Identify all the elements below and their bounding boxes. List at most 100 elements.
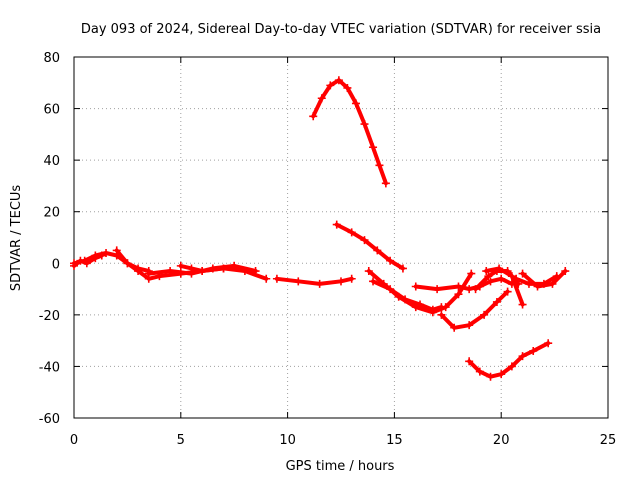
data-point: [486, 372, 495, 381]
series-arc-2: [70, 251, 106, 270]
data-point: [484, 272, 493, 281]
data-point: [518, 300, 527, 309]
data-point: [76, 256, 85, 265]
x-tick-label: 5: [177, 433, 185, 448]
data-point: [416, 300, 425, 309]
series-line: [467, 341, 551, 379]
data-point: [347, 274, 356, 283]
data-point: [548, 279, 557, 288]
data-point: [503, 287, 512, 296]
data-point: [471, 285, 480, 294]
data-point: [465, 321, 474, 330]
data-point: [343, 83, 352, 92]
data-point: [70, 261, 78, 270]
data-point: [437, 303, 446, 312]
series-arc-9: [364, 267, 476, 317]
data-point: [251, 267, 260, 276]
data-point: [97, 251, 106, 260]
data-point: [294, 277, 303, 286]
y-tick-label: -40: [39, 360, 60, 375]
data-point: [332, 220, 341, 229]
data-point: [373, 246, 382, 255]
data-point: [486, 277, 495, 286]
data-point: [529, 346, 538, 355]
x-tick-label: 20: [493, 433, 510, 448]
data-point: [134, 267, 143, 276]
data-point: [411, 282, 420, 291]
data-point: [492, 297, 501, 306]
data-point: [561, 267, 570, 276]
data-point: [524, 279, 533, 288]
data-point: [428, 305, 437, 314]
y-tick-label: 0: [52, 257, 60, 272]
y-tick-label: 60: [43, 103, 60, 118]
x-tick-label: 0: [70, 433, 78, 448]
x-tick-label: 10: [279, 433, 296, 448]
series-line: [439, 289, 510, 330]
chart-title: Day 093 of 2024, Sidereal Day-to-day VTE…: [81, 22, 601, 37]
data-point: [497, 274, 506, 283]
x-axis-label: GPS time / hours: [286, 459, 395, 474]
data-point: [375, 161, 384, 170]
data-point: [386, 285, 395, 294]
data-point: [369, 143, 378, 152]
axis-ticks: 0 5 10 15 20 25 -60 -40 -20 0 20 40 60 80: [39, 51, 617, 448]
data-point: [450, 323, 459, 332]
series-arc-8: [332, 220, 407, 273]
data-point: [262, 274, 271, 283]
series-line: [514, 274, 559, 286]
plot-frame: [73, 56, 609, 419]
series-line: [484, 266, 525, 307]
series-arc-6: [272, 274, 356, 288]
data-point: [187, 264, 196, 273]
data-point: [507, 272, 516, 281]
y-tick-label: 80: [43, 51, 60, 66]
data-point: [317, 94, 326, 103]
series-arc-7: [309, 76, 390, 188]
data-point: [123, 259, 132, 268]
data-point: [82, 259, 91, 268]
data-point: [518, 269, 527, 278]
data-point: [102, 248, 111, 257]
data-point: [539, 279, 548, 288]
data-point: [465, 357, 474, 366]
data-point: [360, 120, 369, 129]
data-point: [369, 277, 378, 286]
data-point: [401, 295, 410, 304]
data-point: [360, 236, 369, 245]
series-arc-15: [465, 339, 553, 381]
data-point: [475, 367, 484, 376]
data-point: [433, 285, 442, 294]
data-point: [347, 228, 356, 237]
data-point: [144, 269, 153, 278]
data-point: [507, 362, 516, 371]
series-group: [70, 76, 570, 381]
data-point: [544, 339, 553, 348]
data-point: [497, 370, 506, 379]
data-point: [512, 274, 521, 283]
data-point: [454, 290, 463, 299]
series-arc-14: [482, 264, 527, 309]
series-line: [371, 279, 444, 312]
data-point: [272, 274, 281, 283]
series-arc-10: [369, 277, 446, 314]
series-arc-12: [437, 287, 512, 332]
data-point: [91, 254, 100, 263]
data-point: [437, 310, 446, 319]
data-point: [176, 261, 185, 270]
y-tick-label: -60: [39, 412, 60, 427]
x-tick-label: 15: [386, 433, 403, 448]
data-point: [495, 264, 504, 273]
x-tick-label: 25: [600, 433, 617, 448]
data-point: [482, 267, 491, 276]
data-point: [326, 81, 335, 90]
y-tick-label: -20: [39, 309, 60, 324]
data-point: [454, 282, 463, 291]
data-point: [337, 277, 345, 286]
y-axis-label: SDTVAR / TECUs: [9, 185, 24, 292]
data-point: [398, 264, 407, 273]
y-tick-label: 20: [43, 206, 60, 221]
data-point: [381, 179, 390, 188]
series-line: [334, 222, 405, 271]
